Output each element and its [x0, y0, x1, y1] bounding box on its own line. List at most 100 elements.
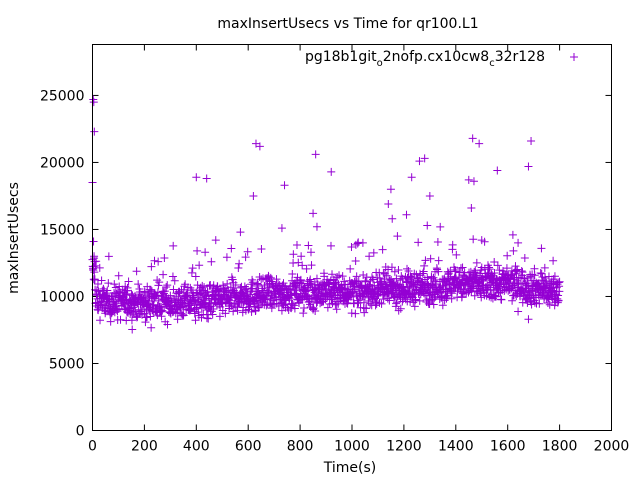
- data-point: [215, 312, 224, 321]
- data-point: [103, 286, 112, 295]
- data-point: [388, 214, 397, 223]
- data-point: [475, 139, 484, 148]
- data-point: [404, 266, 413, 275]
- data-point: [394, 306, 403, 315]
- data-point: [385, 296, 394, 305]
- data-point: [464, 175, 473, 184]
- data-point: [415, 296, 424, 305]
- data-point: [444, 269, 453, 278]
- data-point: [354, 238, 363, 247]
- data-point: [369, 248, 378, 257]
- data-point: [549, 256, 558, 265]
- data-point: [247, 307, 256, 316]
- data-point: [153, 288, 162, 297]
- data-point: [264, 272, 273, 281]
- y-tick-label: 0: [76, 424, 85, 440]
- data-point: [228, 275, 237, 284]
- data-point: [180, 282, 189, 291]
- data-point: [188, 264, 197, 273]
- data-point: [383, 294, 392, 303]
- data-point: [451, 267, 460, 276]
- y-tick-label: 20000: [40, 155, 85, 171]
- x-axis-label: Time(s): [323, 460, 376, 476]
- data-point: [495, 266, 504, 275]
- data-point: [122, 290, 131, 299]
- data-point: [425, 299, 434, 308]
- data-point: [380, 269, 389, 278]
- data-point: [154, 257, 163, 266]
- data-point: [211, 236, 220, 245]
- data-point: [168, 272, 177, 281]
- data-point: [496, 288, 505, 297]
- data-point: [553, 294, 562, 303]
- data-point: [153, 276, 162, 285]
- data-point: [257, 245, 266, 254]
- data-point: [347, 243, 356, 252]
- data-point: [520, 274, 529, 283]
- data-point: [359, 298, 368, 307]
- data-point: [141, 318, 150, 327]
- data-point: [423, 221, 432, 230]
- data-point: [419, 267, 428, 276]
- data-point: [89, 262, 98, 271]
- y-axis-label: maxInsertUsecs: [6, 182, 22, 294]
- data-point: [202, 174, 211, 183]
- data-point: [477, 236, 486, 245]
- data-point: [163, 320, 172, 329]
- data-point: [90, 268, 99, 277]
- x-tick-label: 1000: [334, 439, 370, 455]
- legend-label-sub1: o: [377, 58, 383, 69]
- data-point: [447, 289, 456, 298]
- data-point: [543, 299, 552, 308]
- data-point: [272, 275, 281, 284]
- data-point: [524, 162, 533, 171]
- data-point: [537, 282, 546, 291]
- data-point: [90, 257, 99, 266]
- data-point: [392, 299, 401, 308]
- data-point: [111, 283, 120, 292]
- legend-label-main: pg18b1git: [305, 49, 377, 65]
- data-point: [438, 301, 447, 310]
- data-point: [198, 281, 207, 290]
- data-point: [408, 275, 417, 284]
- data-point: [477, 275, 486, 284]
- data-point: [412, 270, 421, 279]
- data-point: [304, 241, 313, 250]
- data-point: [452, 250, 461, 259]
- data-point: [254, 280, 263, 289]
- data-point: [279, 279, 288, 288]
- data-point: [200, 283, 209, 292]
- data-point: [333, 273, 342, 282]
- data-point: [508, 296, 517, 305]
- legend-marker-symbol: [570, 53, 578, 61]
- data-point: [479, 276, 488, 285]
- x-tick-label: 1200: [386, 439, 422, 455]
- data-point: [469, 235, 478, 244]
- chart-title: maxInsertUsecs vs Time for qr100.L1: [217, 16, 478, 32]
- data-point: [394, 265, 403, 274]
- legend-label-sub2: c: [489, 58, 495, 69]
- legend-label: pg18b1gito2nofp.cx10cw8c32r128: [305, 49, 545, 69]
- data-point: [430, 275, 439, 284]
- data-point: [346, 264, 355, 273]
- data-point: [442, 293, 451, 302]
- data-point: [365, 252, 374, 261]
- data-point: [147, 323, 156, 332]
- data-point: [458, 292, 467, 301]
- data-point: [235, 259, 244, 268]
- data-point: [255, 142, 264, 151]
- data-point: [255, 303, 264, 312]
- data-point: [351, 256, 360, 265]
- data-point: [163, 281, 172, 290]
- data-point: [298, 261, 307, 270]
- data-point: [93, 279, 102, 288]
- data-point: [335, 271, 344, 280]
- data-point: [332, 305, 341, 314]
- data-point: [433, 238, 442, 247]
- data-point: [453, 287, 462, 296]
- data-point: [158, 291, 167, 300]
- data-point: [502, 264, 511, 273]
- data-point: [527, 137, 536, 145]
- data-point: [327, 167, 336, 176]
- data-point: [159, 270, 168, 279]
